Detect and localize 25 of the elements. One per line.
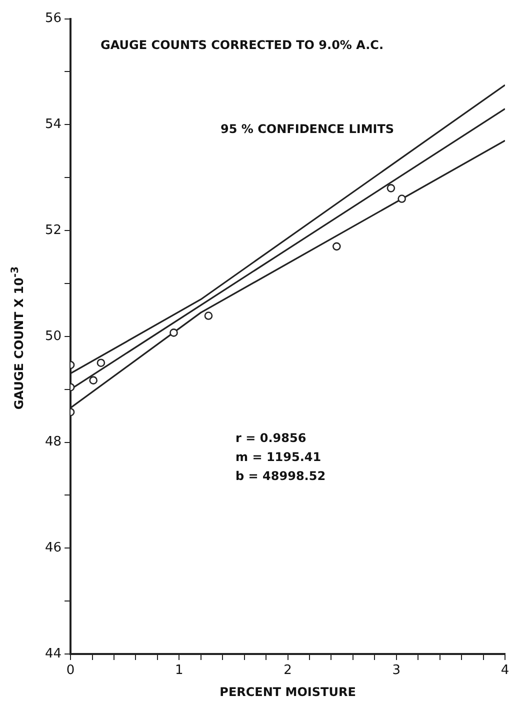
point xyxy=(398,194,406,203)
point xyxy=(96,358,106,368)
point xyxy=(204,312,213,320)
annotation: r = 0.9856 xyxy=(236,430,306,445)
x-tick-label: 0 xyxy=(66,663,75,678)
y-tick-label: 48 xyxy=(44,434,62,450)
y-tick-label: 56 xyxy=(44,11,62,26)
x-tick-label: 4 xyxy=(500,663,510,678)
x-tick-label: 1 xyxy=(175,663,184,678)
y-tick-label: 54 xyxy=(44,117,62,132)
y-tick-label: 52 xyxy=(44,222,62,238)
point xyxy=(170,328,178,337)
x-tick-label: 2 xyxy=(284,663,292,678)
point xyxy=(89,376,98,384)
annotation: b = 48998.52 xyxy=(236,468,326,483)
annotation: m = 1195.41 xyxy=(236,450,322,464)
x-tick-label: 3 xyxy=(392,663,401,678)
x-axis-title: PERCENT MOISTURE xyxy=(220,684,356,699)
point xyxy=(386,184,396,192)
y-tick-label: 46 xyxy=(44,540,62,556)
y-tick-label: 50 xyxy=(44,328,62,344)
y-tick-label: 44 xyxy=(44,646,62,662)
text: GAUGE COUNTS CORRECTED TO 9.0% A.C. xyxy=(100,38,384,52)
point xyxy=(332,242,341,251)
annotation: 95 % CONFIDENCE LIMITS xyxy=(220,122,394,136)
